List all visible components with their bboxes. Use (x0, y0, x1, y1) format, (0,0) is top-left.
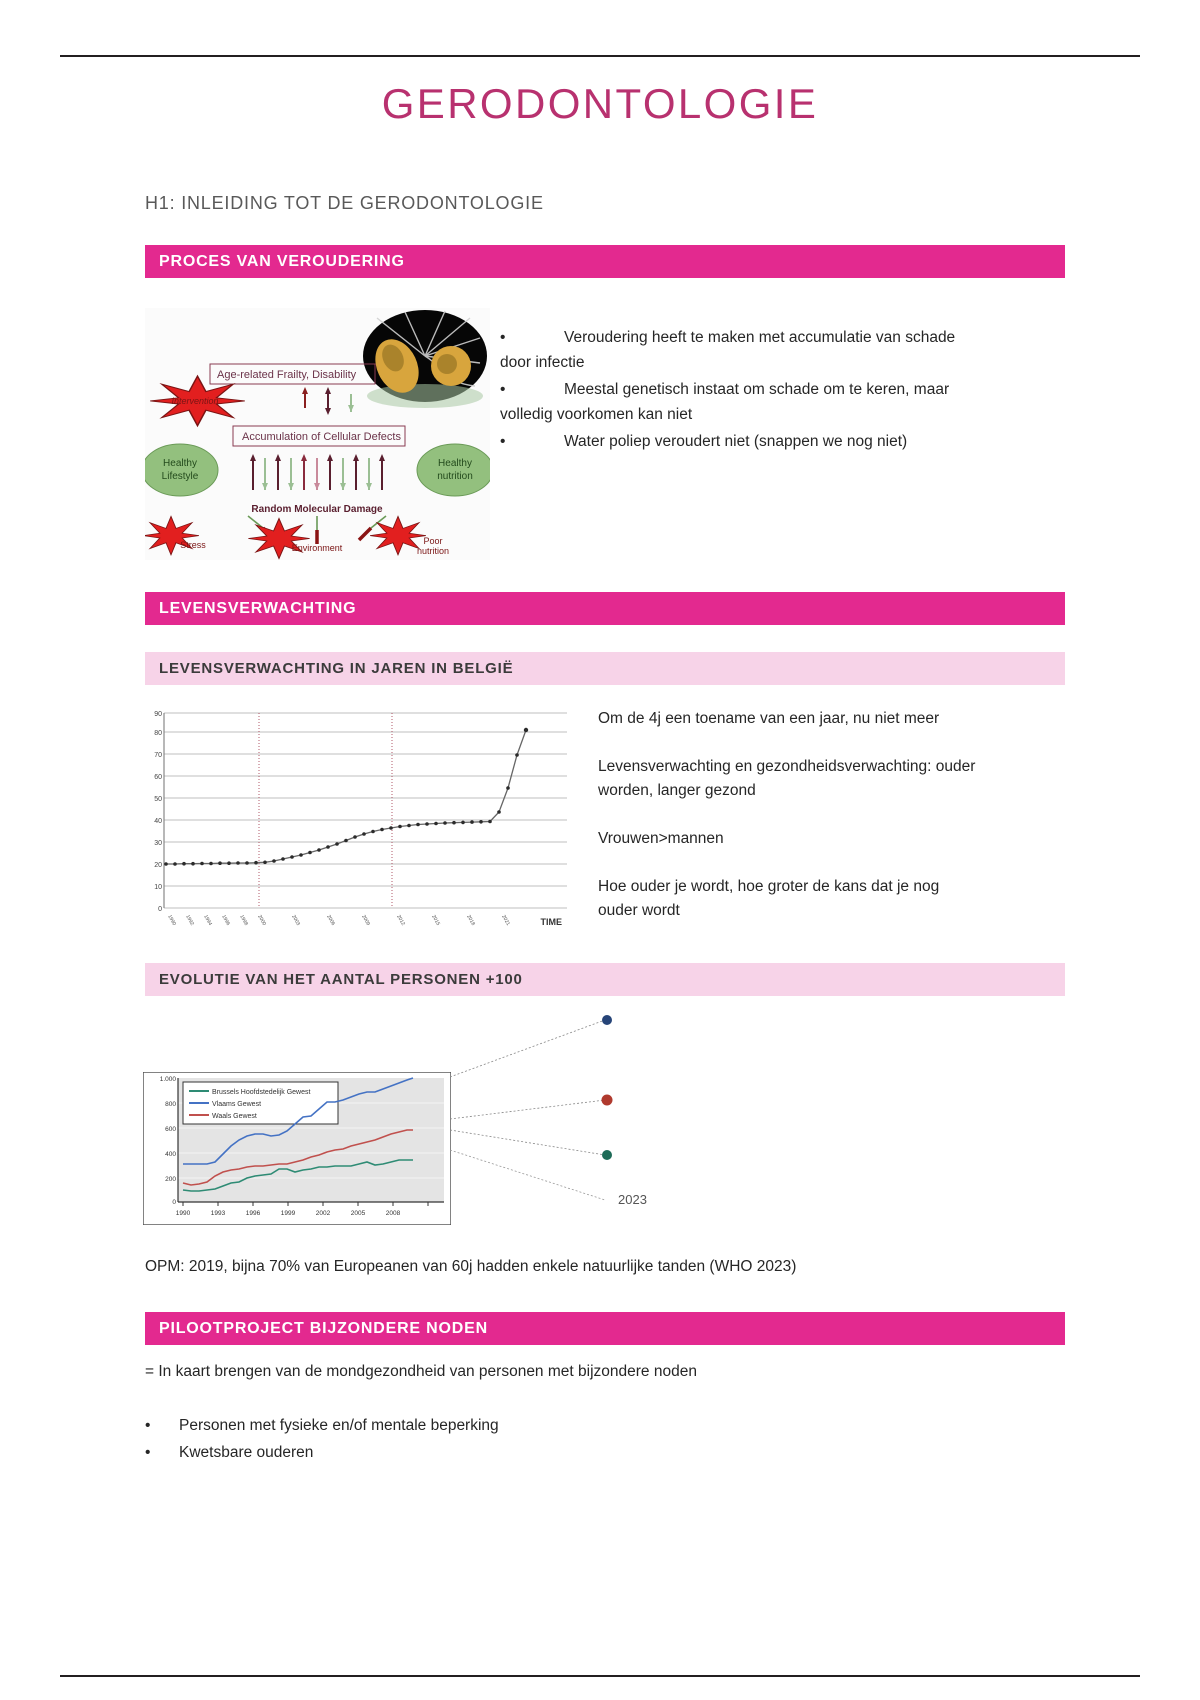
svg-text:Stress: Stress (180, 540, 206, 550)
svg-text:2012: 2012 (395, 914, 406, 927)
svg-text:Age-related Frailty, Disabilit: Age-related Frailty, Disability (217, 369, 357, 381)
svg-text:Brussels Hoofdstedelijk Gewest: Brussels Hoofdstedelijk Gewest (212, 1089, 310, 1096)
svg-text:60: 60 (154, 774, 162, 781)
svg-text:30: 30 (154, 840, 162, 847)
svg-text:20: 20 (154, 862, 162, 869)
svg-text:2009: 2009 (360, 914, 371, 927)
svg-text:1996: 1996 (246, 1210, 261, 1217)
svg-text:1.000: 1.000 (160, 1076, 177, 1083)
svg-text:Lifestyle: Lifestyle (162, 471, 199, 482)
svg-text:TIME: TIME (541, 917, 563, 927)
svg-text:2006: 2006 (325, 914, 336, 927)
svg-text:2021: 2021 (500, 914, 511, 927)
svg-text:1990: 1990 (166, 914, 177, 927)
svg-text:0: 0 (172, 1199, 176, 1206)
svg-text:Environment: Environment (292, 543, 343, 553)
svg-text:90: 90 (154, 711, 162, 718)
svg-text:Accumulation of Cellular Defec: Accumulation of Cellular Defects (242, 431, 401, 443)
svg-text:1993: 1993 (211, 1210, 226, 1217)
svg-text:nutrition: nutrition (437, 471, 473, 482)
svg-text:80: 80 (154, 730, 162, 737)
svg-text:1994: 1994 (202, 914, 213, 927)
svg-text:Random Molecular Damage: Random Molecular Damage (251, 504, 383, 515)
svg-text:Healthy: Healthy (163, 458, 197, 469)
svg-text:nutrition: nutrition (417, 546, 449, 556)
svg-text:Healthy: Healthy (438, 458, 472, 469)
svg-text:1992: 1992 (184, 914, 195, 927)
svg-text:70: 70 (154, 752, 162, 759)
svg-text:2018: 2018 (465, 914, 476, 927)
svg-text:10: 10 (154, 884, 162, 891)
svg-text:Vlaams Gewest: Vlaams Gewest (212, 1101, 261, 1108)
svg-text:1998: 1998 (238, 914, 249, 927)
svg-text:400: 400 (165, 1151, 176, 1158)
svg-text:0: 0 (158, 906, 162, 913)
svg-text:2002: 2002 (316, 1210, 331, 1217)
svg-text:50: 50 (154, 796, 162, 803)
svg-text:Intervention: Intervention (171, 396, 218, 406)
svg-text:2005: 2005 (351, 1210, 366, 1217)
svg-text:2015: 2015 (430, 914, 441, 927)
svg-text:800: 800 (165, 1101, 176, 1108)
svg-text:40: 40 (154, 818, 162, 825)
svg-text:1999: 1999 (281, 1210, 296, 1217)
svg-text:Poor: Poor (423, 536, 442, 546)
svg-text:200: 200 (165, 1176, 176, 1183)
svg-text:2008: 2008 (386, 1210, 401, 1217)
svg-text:600: 600 (165, 1126, 176, 1133)
svg-text:Waals Gewest: Waals Gewest (212, 1113, 257, 1120)
svg-text:1996: 1996 (220, 914, 231, 927)
svg-text:2000: 2000 (256, 914, 267, 927)
svg-text:2003: 2003 (290, 914, 301, 927)
svg-text:2023: 2023 (618, 1192, 647, 1207)
svg-text:1990: 1990 (176, 1210, 191, 1217)
